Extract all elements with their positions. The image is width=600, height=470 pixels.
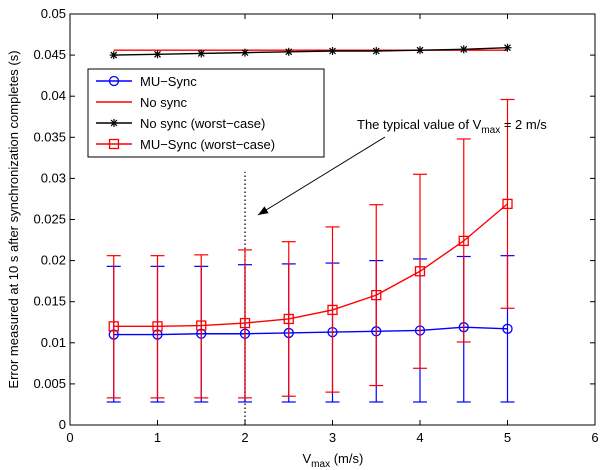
- data-point: [327, 304, 338, 316]
- y-tick-label: 0.025: [33, 212, 66, 227]
- star-stroke: [504, 44, 511, 52]
- data-point: [152, 321, 163, 332]
- series-line: [113, 203, 508, 328]
- annotation-arrow: [257, 136, 386, 216]
- x-tick-label: 3: [329, 430, 336, 445]
- data-point: [284, 47, 293, 56]
- axis-labels: Vmax (m/s) Error measured at 10 s after s…: [6, 50, 363, 470]
- legend-label: No sync: [140, 95, 187, 110]
- annotation-prefix: The typical value of V: [357, 117, 482, 132]
- annotation-subscript: max: [481, 125, 500, 136]
- series-mu-sync-worst-case-: [106, 98, 515, 399]
- series-layer: [106, 43, 515, 403]
- data-point: [503, 43, 512, 52]
- y-tick-label: 0.04: [41, 88, 66, 103]
- x-tick-label: 4: [416, 430, 423, 445]
- x-axis-label-unit: (m/s): [330, 451, 363, 466]
- y-tick-label: 0.035: [33, 129, 66, 144]
- data-point: [239, 317, 251, 329]
- legend-item: No sync: [96, 95, 187, 110]
- data-point: [108, 321, 119, 332]
- legend-label: MU−Sync (worst−case): [140, 137, 275, 152]
- legend-item: MU−Sync (worst−case): [96, 137, 275, 152]
- series-line: [113, 326, 508, 336]
- y-tick-label: 0.015: [33, 294, 66, 309]
- data-point: [110, 119, 118, 127]
- star-stroke: [154, 50, 161, 58]
- star-stroke: [197, 50, 205, 57]
- annotation-arrowhead: [258, 206, 269, 215]
- series-line: [113, 47, 508, 56]
- star-stroke: [110, 51, 118, 59]
- star-stroke: [372, 47, 380, 55]
- x-tick-label: 0: [66, 430, 73, 445]
- star-stroke: [241, 49, 249, 57]
- y-tick-label: 0.01: [41, 335, 66, 350]
- legend-label: MU−Sync: [140, 74, 197, 89]
- annotation-text: The typical value of Vmax = 2 m/s: [357, 117, 547, 136]
- y-tick-label: 0.05: [41, 6, 66, 21]
- legend-box: [87, 68, 325, 158]
- data-point: [328, 46, 337, 55]
- data-point: [283, 313, 294, 325]
- data-point: [372, 46, 381, 55]
- x-axis-label-subscript: max: [311, 459, 330, 470]
- y-tick-label: 0.045: [33, 47, 66, 62]
- legend: MU−Sync No sync No sync (worst−case) MU−Syn…: [87, 68, 325, 158]
- data-point: [196, 320, 207, 331]
- data-point: [108, 75, 120, 87]
- star-stroke: [329, 47, 336, 55]
- data-point: [414, 266, 426, 277]
- y-tick-label: 0.005: [33, 376, 66, 391]
- legend-item: No sync (worst−case): [96, 116, 265, 131]
- x-tick-label: 5: [504, 430, 511, 445]
- legend-item: MU−Sync: [96, 74, 197, 89]
- x-axis-label: Vmax (m/s): [303, 451, 364, 470]
- data-point: [502, 198, 513, 210]
- annotation-suffix: = 2 m/s: [500, 117, 547, 132]
- y-tick-label: 0.02: [41, 253, 66, 268]
- y-axis-label: Error measured at 10 s after synchroniza…: [6, 50, 21, 388]
- data-point: [502, 323, 513, 334]
- axis-ticks: 0 1 2 3 4 5 6 0 0.005 0.01 0.015 0.02 0.025 0.03 0.035…: [33, 6, 598, 445]
- x-tick-label: 2: [241, 430, 248, 445]
- x-tick-label: 1: [154, 430, 161, 445]
- data-point: [241, 48, 249, 57]
- star-stroke: [416, 46, 424, 54]
- legend-label: No sync (worst−case): [140, 116, 265, 131]
- star-stroke: [460, 45, 468, 53]
- data-point: [153, 50, 162, 59]
- data-point: [108, 138, 120, 150]
- data-point: [416, 46, 424, 55]
- annotation: The typical value of Vmax = 2 m/s: [257, 117, 547, 216]
- y-tick-label: 0: [59, 417, 66, 432]
- x-tick-label: 6: [591, 430, 598, 445]
- data-point: [459, 45, 468, 54]
- data-point: [109, 51, 118, 60]
- data-point: [371, 289, 382, 301]
- star-stroke: [285, 48, 293, 56]
- x-axis-label-main: V: [303, 451, 312, 466]
- data-point: [197, 49, 206, 58]
- data-point: [458, 235, 469, 247]
- series-no-sync-worst-case-: [109, 43, 512, 60]
- star-stroke: [110, 119, 118, 127]
- y-tick-label: 0.03: [41, 170, 66, 185]
